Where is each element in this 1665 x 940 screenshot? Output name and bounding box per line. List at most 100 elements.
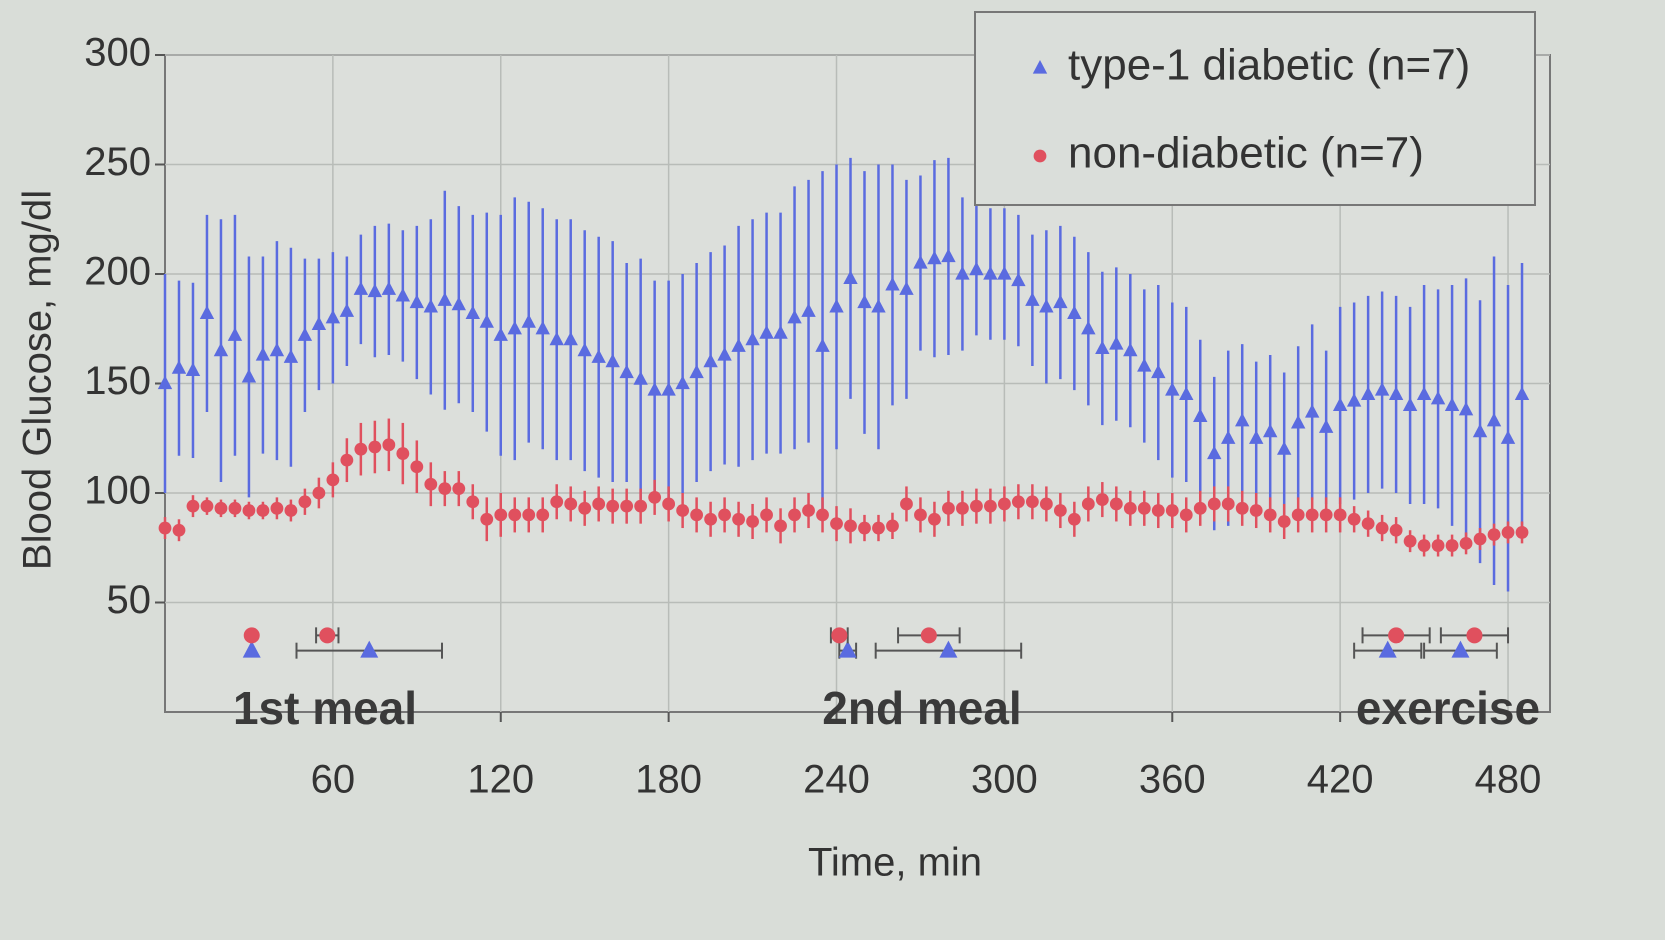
marker: [746, 515, 759, 528]
marker: [241, 368, 257, 383]
marker: [648, 490, 662, 504]
marker: [1011, 272, 1026, 287]
marker: [1039, 298, 1054, 313]
marker: [899, 281, 914, 295]
marker: [844, 519, 857, 533]
marker: [423, 298, 439, 313]
y-tick-label: 200: [84, 250, 151, 294]
marker: [920, 627, 937, 644]
x-tick-label: 180: [635, 758, 702, 802]
legend-label: type-1 diabetic (n=7): [1068, 41, 1470, 90]
marker: [1123, 342, 1138, 357]
annotation: 2nd meal: [822, 682, 1021, 734]
marker: [605, 353, 620, 368]
marker: [256, 504, 270, 517]
marker: [1137, 357, 1152, 372]
marker: [1501, 526, 1515, 539]
marker: [773, 325, 788, 339]
marker: [1472, 423, 1488, 438]
y-tick-label: 300: [84, 31, 151, 75]
marker: [424, 477, 438, 491]
x-tick-label: 60: [311, 758, 356, 802]
marker: [242, 640, 261, 658]
marker: [396, 447, 410, 460]
marker: [480, 512, 494, 526]
marker: [802, 504, 815, 517]
marker: [872, 521, 885, 535]
marker: [438, 482, 452, 496]
marker: [297, 327, 313, 341]
marker: [900, 497, 913, 511]
marker: [928, 512, 941, 526]
marker: [283, 349, 299, 363]
y-tick-label: 100: [84, 469, 151, 513]
marker: [1095, 493, 1109, 506]
marker: [228, 501, 242, 515]
marker: [1332, 397, 1348, 411]
legend: type-1 diabetic (n=7) non-diabetic (n=7): [974, 11, 1536, 206]
marker: [914, 508, 927, 522]
marker: [1361, 517, 1375, 531]
marker: [1416, 386, 1432, 401]
marker: [984, 499, 997, 513]
marker: [1375, 521, 1389, 535]
marker: [242, 504, 256, 517]
marker: [858, 521, 871, 535]
marker: [1378, 640, 1397, 658]
marker: [186, 499, 200, 513]
marker: [1487, 528, 1501, 542]
marker: [676, 504, 690, 517]
marker: [158, 521, 172, 535]
marker: [284, 504, 298, 517]
marker: [970, 499, 983, 513]
marker: [619, 364, 634, 379]
marker: [1458, 401, 1474, 416]
marker: [1514, 386, 1530, 401]
marker: [339, 303, 355, 317]
marker: [227, 327, 243, 341]
marker: [1025, 495, 1039, 509]
marker: [591, 349, 606, 363]
marker: [353, 281, 369, 295]
marker: [997, 266, 1012, 280]
marker: [1039, 497, 1053, 511]
marker: [1445, 539, 1459, 552]
marker: [801, 303, 816, 317]
marker: [367, 283, 383, 298]
marker: [871, 298, 886, 313]
marker: [647, 382, 662, 396]
marker: [1165, 504, 1179, 517]
marker: [437, 292, 452, 306]
marker: [885, 276, 900, 291]
marker: [787, 309, 802, 324]
marker: [507, 320, 522, 335]
marker: [1221, 430, 1236, 444]
marker: [816, 508, 829, 522]
marker: [1151, 504, 1165, 517]
marker: [717, 347, 732, 361]
x-tick-label: 480: [1475, 758, 1542, 802]
marker: [494, 508, 508, 522]
marker: [1109, 497, 1123, 511]
marker: [508, 508, 522, 522]
marker: [1067, 512, 1081, 526]
marker: [185, 362, 201, 376]
marker: [942, 501, 955, 515]
marker: [689, 364, 704, 379]
marker: [1221, 497, 1235, 511]
marker: [620, 499, 634, 513]
marker: [927, 250, 942, 265]
marker: [535, 320, 550, 335]
y-tick-label: 250: [84, 140, 151, 184]
marker: [200, 499, 214, 513]
marker: [1388, 386, 1404, 401]
legend-label: non-diabetic (n=7): [1068, 129, 1424, 178]
marker: [774, 519, 787, 533]
marker: [213, 342, 229, 357]
marker: [886, 519, 899, 533]
marker: [703, 353, 718, 368]
marker: [1444, 397, 1460, 411]
marker: [1053, 294, 1068, 309]
marker: [634, 499, 648, 513]
